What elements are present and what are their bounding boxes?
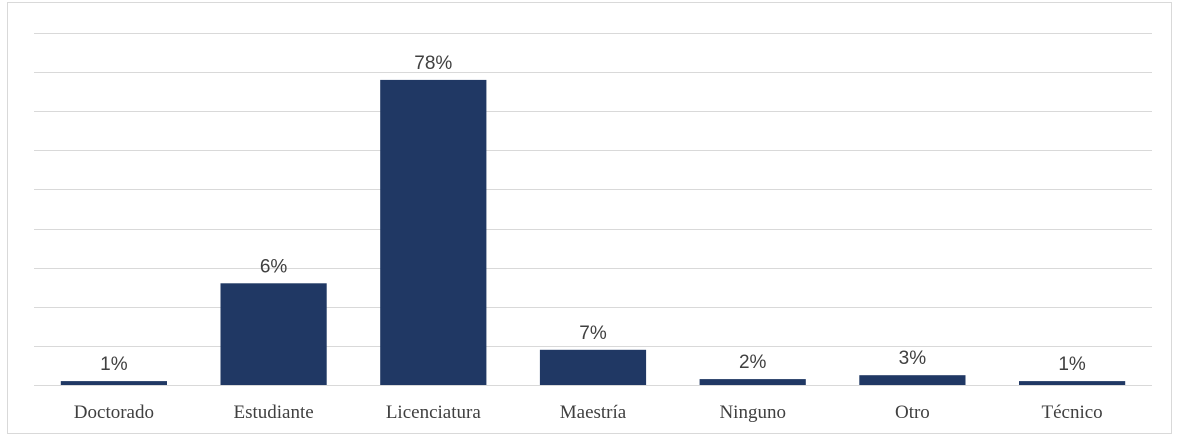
data-label: 1%: [100, 354, 128, 375]
category-label: Licenciatura: [386, 402, 482, 423]
bar-licenciatura: [380, 79, 487, 386]
category-label: Ninguno: [719, 402, 786, 423]
data-label: 3%: [899, 348, 927, 369]
category-label: Estudiante: [233, 402, 313, 423]
bar-otro: [859, 375, 966, 385]
data-label: 7%: [579, 323, 607, 344]
data-label: 2%: [739, 352, 767, 373]
bar-tecnico: [1019, 381, 1126, 385]
data-label: 6%: [260, 256, 288, 277]
bar-maestria: [539, 349, 647, 385]
category-labels: Doctorado Estudiante Licenciatura Maestría N…: [74, 402, 1103, 423]
category-label: Técnico: [1042, 402, 1103, 423]
data-labels: 1% 6% 78% 7% 2% 3% 1%: [100, 53, 1086, 375]
bar-estudiante: [220, 283, 327, 385]
category-label: Maestría: [560, 402, 627, 423]
data-label: 78%: [414, 53, 452, 74]
bar-ninguno: [699, 379, 806, 385]
category-label: Otro: [895, 402, 930, 423]
bar-doctorado: [60, 381, 167, 385]
data-label: 1%: [1058, 354, 1086, 375]
gridlines: [34, 33, 1152, 386]
category-label: Doctorado: [74, 402, 154, 423]
bars: [60, 79, 1126, 386]
